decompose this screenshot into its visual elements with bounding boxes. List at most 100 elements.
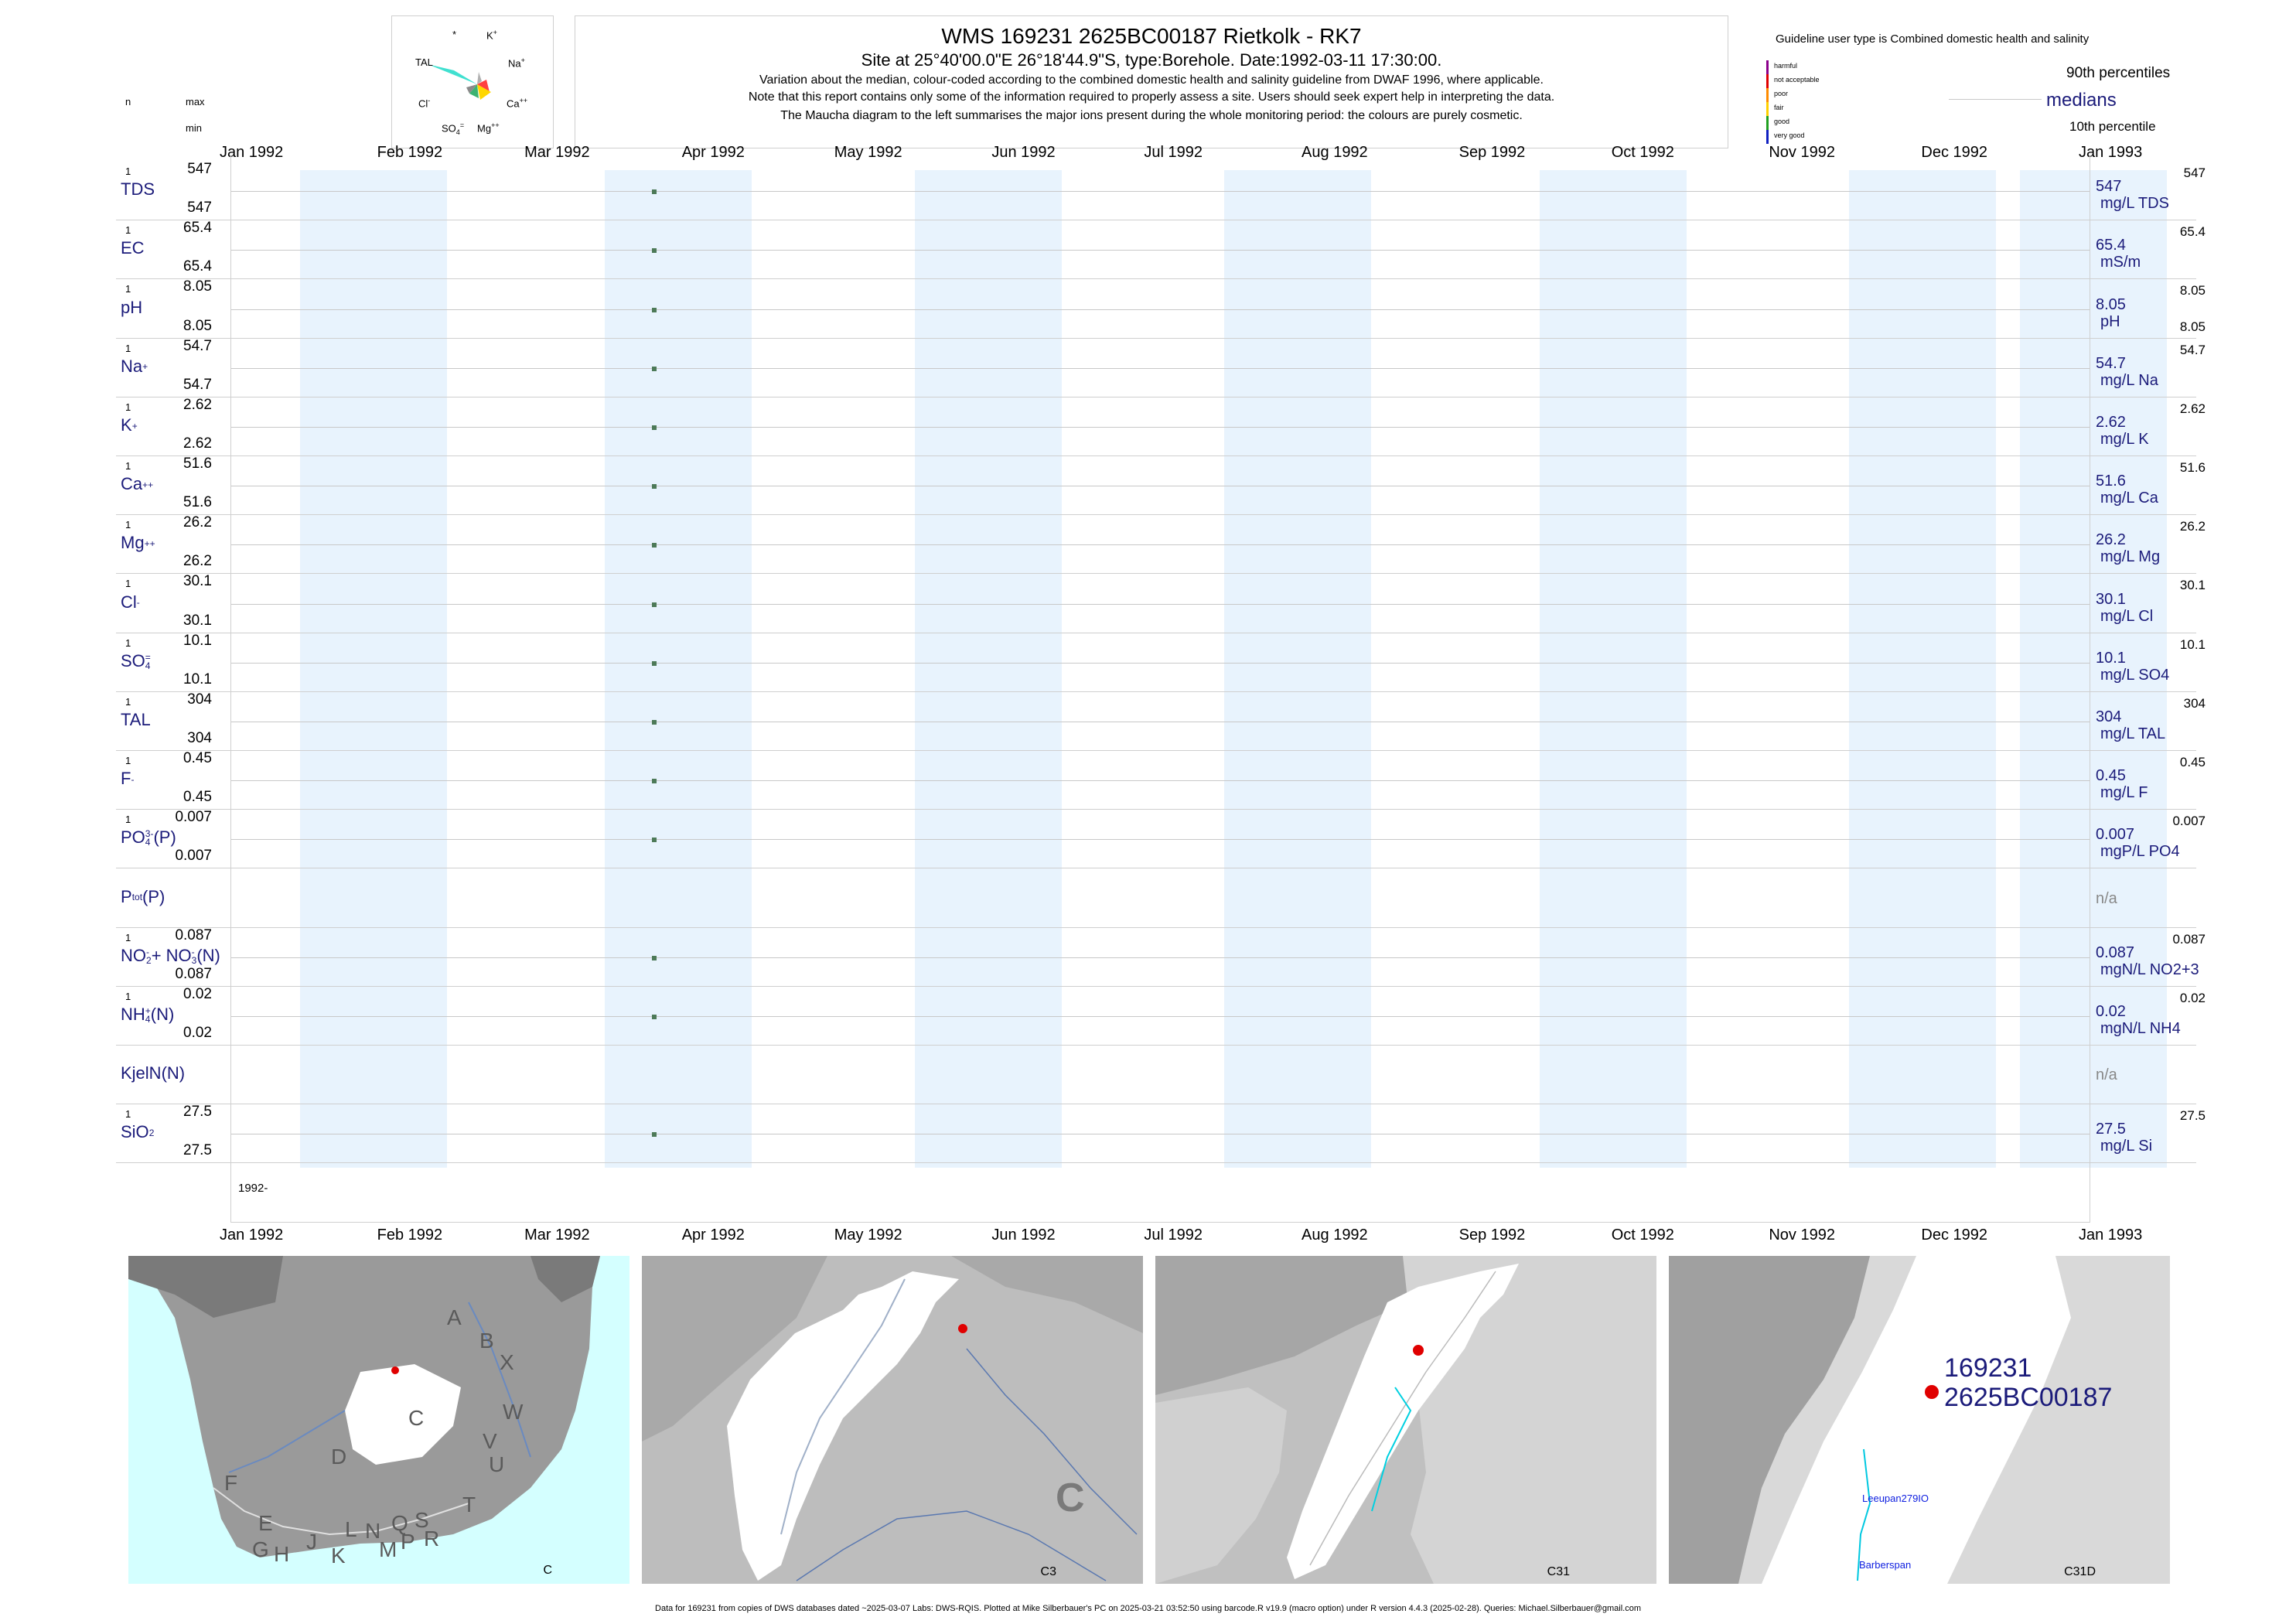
drainage-region-letter: X <box>500 1350 514 1374</box>
panel-min: 10.1 <box>183 670 212 687</box>
guideline-text: Guideline user type is Combined domestic… <box>1776 32 2090 46</box>
month-tick-label: Jun 1992 <box>991 144 1056 161</box>
site-code-label: 2625BC00187 <box>1944 1383 2113 1412</box>
month-tick-label: Nov 1992 <box>1769 144 1835 161</box>
sample-point <box>651 660 657 666</box>
sample-point <box>651 838 657 843</box>
median-unit: mg/L TAL <box>2100 725 2166 742</box>
month-shade <box>605 170 752 1168</box>
drainage-region-letter: L <box>345 1517 357 1541</box>
maucha-so4-segment <box>466 84 477 94</box>
p90-value: 26.2 <box>2179 519 2206 534</box>
parameter-label: Cl - <box>121 592 140 612</box>
sample-point <box>651 248 657 254</box>
panel-max: 0.087 <box>175 926 212 943</box>
median-value: 27.5 <box>2096 1121 2126 1138</box>
month-tick-label: Feb 1992 <box>377 1227 443 1244</box>
panel-min: 304 <box>187 730 212 746</box>
drainage-region-letter: C <box>408 1406 425 1430</box>
parameter-label: SiO 2 <box>121 1122 155 1142</box>
legend-class-label: not acceptable <box>1774 76 1820 84</box>
median-unit: pH <box>2100 312 2120 330</box>
drainage-region-letter: B <box>479 1329 494 1353</box>
drainage-region-letter: F <box>224 1471 238 1495</box>
chart-area: Jan 1992 Feb 1992 Mar 1992 Apr 1992 May 1992… <box>116 144 2206 1244</box>
panel-min: 0.45 <box>183 789 212 806</box>
median-value: 10.1 <box>2096 649 2126 667</box>
sample-point <box>651 955 657 960</box>
p90-value: 0.45 <box>2179 755 2206 769</box>
panel-separator <box>116 809 2196 810</box>
panel-separator <box>116 573 2196 575</box>
month-tick-label: Jan 1993 <box>2079 1227 2143 1244</box>
region-map-c31-label: C31 <box>1547 1565 1570 1578</box>
month-tick-label: Oct 1992 <box>1611 1227 1674 1244</box>
median-line <box>230 309 2090 310</box>
panel-separator <box>116 455 2196 456</box>
median-line <box>230 780 2090 782</box>
site-map-c31d-graphic <box>1669 1256 2170 1584</box>
median-line <box>230 662 2090 664</box>
drainage-region-letter: K <box>331 1544 346 1568</box>
median-unit: mS/m <box>2100 254 2141 271</box>
region-map-c31-graphic <box>1155 1256 1656 1584</box>
month-tick-label: May 1992 <box>834 144 902 161</box>
legend-class-label: fair <box>1774 104 1784 111</box>
median-value: 547 <box>2096 178 2122 196</box>
median-line <box>230 426 2090 428</box>
drainage-region-letter: D <box>331 1445 347 1469</box>
header-max: max <box>186 96 205 107</box>
panel-min: 0.007 <box>175 848 212 865</box>
panel-separator <box>116 985 2196 987</box>
median-value: 0.45 <box>2096 767 2126 785</box>
panel-n: 1 <box>125 1108 131 1121</box>
parameter-label: F- <box>121 769 135 789</box>
drainage-region-letter: V <box>483 1429 497 1453</box>
sample-point <box>651 307 657 312</box>
place-label-barberspan: Barberspan <box>1859 1559 1912 1571</box>
legend-swatch <box>1766 102 1769 116</box>
maucha-na-label: Na+ <box>508 56 525 70</box>
maucha-ca-label: Ca++ <box>507 97 528 110</box>
region-map-c3: C C3 <box>642 1256 1143 1584</box>
sample-point <box>651 1132 657 1138</box>
sample-point <box>651 602 657 607</box>
median-value: 65.4 <box>2096 237 2126 254</box>
panel-min: 2.62 <box>183 435 212 452</box>
p90-value: 51.6 <box>2179 460 2206 475</box>
month-tick-label: Oct 1992 <box>1611 144 1674 161</box>
maucha-cl-label: Cl- <box>418 97 431 110</box>
median-value: 26.2 <box>2096 531 2126 549</box>
drainage-region-letter: H <box>274 1542 290 1566</box>
month-tick-label: Aug 1992 <box>1302 1227 1368 1244</box>
median-line <box>230 191 2090 193</box>
p90-value: 30.1 <box>2179 578 2206 593</box>
maucha-k-segment <box>477 72 482 84</box>
panel-separator <box>116 750 2196 751</box>
panel-n: 1 <box>125 342 131 354</box>
panel-max: 30.1 <box>183 573 212 590</box>
panel-min: 0.02 <box>183 1025 212 1041</box>
month-tick-label: Nov 1992 <box>1769 1227 1835 1244</box>
panel-min: 65.4 <box>183 258 212 275</box>
median-line <box>230 839 2090 841</box>
panel-separator <box>116 514 2196 516</box>
sample-point <box>651 425 657 430</box>
month-tick-label: Sep 1992 <box>1458 144 1526 161</box>
panel-min: 51.6 <box>183 494 212 511</box>
panel-n: 1 <box>125 224 131 237</box>
median-unit: mgN/L NH4 <box>2100 1019 2181 1037</box>
overview-map-label: C <box>543 1564 552 1577</box>
p90-value: 0.007 <box>2172 814 2206 829</box>
maucha-diagram <box>428 64 491 100</box>
maucha-star-label: * <box>452 29 457 40</box>
panel-n: 1 <box>125 695 131 708</box>
panel-separator <box>116 1045 2196 1046</box>
p90-value: 54.7 <box>2179 342 2206 357</box>
footer-note: Data for 169231 from copies of DWS datab… <box>655 1604 1641 1613</box>
month-tick-label: Feb 1992 <box>377 144 443 161</box>
median-unit: mg/L Mg <box>2100 548 2161 566</box>
parameter-label: EC <box>121 238 145 258</box>
panel-separator <box>116 1162 2196 1164</box>
